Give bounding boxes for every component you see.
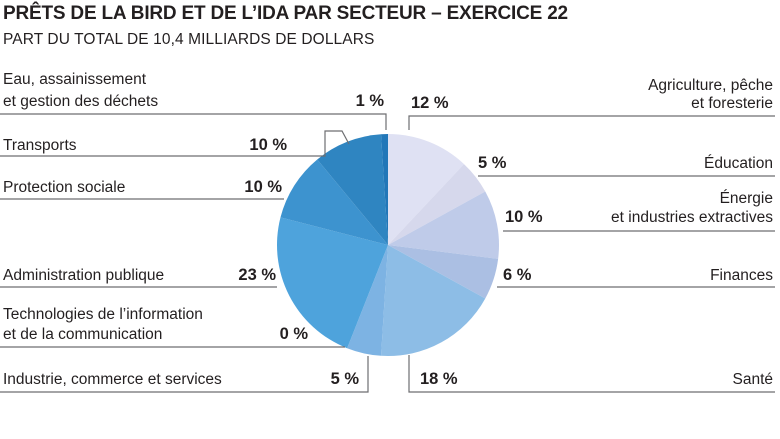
- pie-slice-administration: [277, 217, 388, 349]
- pie-slice-agriculture: [388, 134, 464, 245]
- leader-line-transports-elbow: [333, 130, 350, 145]
- leader-line-transports: [0, 130, 333, 157]
- percent-label-agriculture: 12 %: [411, 94, 449, 112]
- category-label-agriculture-line1: Agriculture, pêche: [648, 77, 773, 94]
- leader-line-agriculture: [408, 115, 775, 130]
- percent-label-transports: 10 %: [249, 136, 287, 154]
- percent-label-industrie: 5 %: [331, 370, 360, 388]
- leader-line-eau: [0, 113, 387, 130]
- pie-slice-industrie: [347, 245, 388, 356]
- pie-slice-education: [388, 164, 486, 245]
- category-label-transports: Transports: [3, 137, 77, 154]
- pie-slice-protection: [280, 159, 388, 245]
- pie-slice-eau: [381, 134, 388, 245]
- pie-slice-energie: [388, 191, 500, 259]
- category-label-tic-line1: Technologies de l’information: [3, 306, 203, 323]
- category-label-eau-line1: Eau, assainissement: [3, 71, 147, 88]
- category-label-protection: Protection sociale: [3, 179, 125, 196]
- pie-slice-transports: [317, 134, 388, 245]
- percent-label-education: 5 %: [478, 154, 507, 172]
- category-label-industrie: Industrie, commerce et services: [3, 371, 222, 388]
- category-label-energie-line2: et industries extractives: [611, 209, 773, 226]
- category-label-administration: Administration publique: [3, 267, 164, 284]
- leader-line-industrie: [0, 356, 369, 393]
- category-label-sante: Santé: [732, 371, 773, 388]
- category-label-education: Éducation: [704, 155, 773, 172]
- category-label-energie-line1: Énergie: [720, 190, 773, 207]
- pie-slice-finances: [388, 245, 499, 299]
- category-label-tic-line2: et de la communication: [3, 326, 162, 343]
- percent-label-sante: 18 %: [420, 370, 458, 388]
- pie-slice-sante: [381, 245, 486, 357]
- pie-slices: [277, 134, 500, 357]
- category-label-agriculture-line2: et foresterie: [691, 95, 773, 112]
- percent-label-protection: 10 %: [244, 178, 282, 196]
- chart-subtitle: PART DU TOTAL DE 10,4 MILLIARDS DE DOLLA…: [3, 31, 375, 48]
- leader-line-sante: [408, 355, 775, 393]
- percent-label-eau: 1 %: [356, 92, 385, 110]
- category-label-finances: Finances: [710, 267, 773, 284]
- percent-label-energie: 10 %: [505, 208, 543, 226]
- chart-title: PRÊTS DE LA BIRD ET DE L’IDA PAR SECTEUR…: [3, 3, 568, 24]
- percent-label-finances: 6 %: [503, 266, 532, 284]
- category-label-eau-line2: et gestion des déchets: [3, 93, 158, 110]
- leader-lines: [0, 113, 775, 393]
- percent-label-administration: 23 %: [238, 266, 276, 284]
- percent-label-tic: 0 %: [280, 325, 309, 343]
